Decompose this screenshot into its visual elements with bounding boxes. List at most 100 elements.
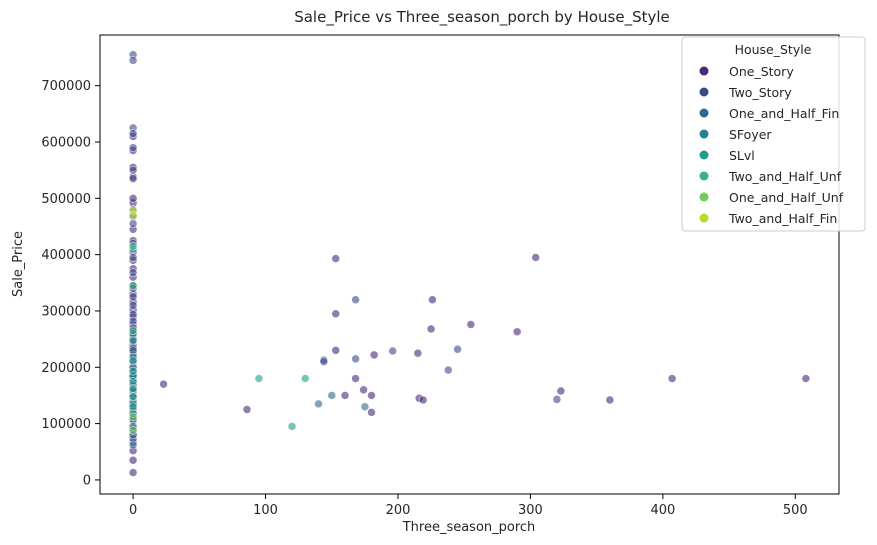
data-point-one-story [367,408,376,417]
data-point-two-story [388,346,397,356]
data-point-two-story [128,292,138,302]
data-point-two-story [128,253,138,262]
data-point-two-and-half-unf [128,281,138,290]
y-tick-label: 700000 [41,79,91,94]
data-point-slvl [287,422,297,431]
legend-label: SFoyer [729,127,772,142]
y-tick-label: 0 [83,473,91,488]
legend-label: One_Story [729,64,794,79]
x-axis-label: Three_season_porch [402,520,536,535]
y-tick-label: 200000 [41,361,91,376]
y-tick-label: 500000 [41,192,91,207]
data-point-two-story [552,395,562,404]
data-point-two-story [128,219,138,228]
data-point-one-and-half-fin [314,399,323,409]
legend-marker [699,213,709,223]
y-axis-label: Sale_Price [11,231,26,297]
data-point-two-and-half-unf [128,326,138,335]
data-point-two-story [351,354,360,364]
legend: House_Style One_Story Two_Story One_and_Ha… [681,36,866,232]
data-point-one-story [128,468,138,477]
data-point-slvl [128,392,138,401]
legend-label: SLvl [729,148,755,163]
legend-marker [699,192,709,202]
legend-box [681,36,866,232]
data-point-one-story [512,327,522,337]
data-point-two-story [444,365,453,375]
data-point-one-story [413,348,423,358]
y-axis-ticks: 0 100000 200000 300000 400000 500000 600000 700… [41,79,100,488]
data-point-one-story [242,405,252,414]
data-point-two-story [453,344,462,354]
plot-area: 0 100 200 300 400 500 0 100000 200000 300000 4000… [41,34,840,518]
data-point-one-and-half-fin [128,440,138,450]
x-tick-label: 400 [650,503,675,518]
data-point-two-story [319,357,329,366]
legend-label: One_and_Half_Unf [729,190,844,205]
data-point-slvl [128,402,138,412]
data-point-one-story [340,391,350,400]
data-point-one-story [466,320,476,329]
data-point-one-story [367,391,376,400]
x-tick-label: 200 [386,503,411,518]
y-tick-label: 600000 [41,136,91,151]
y-tick-label: 400000 [41,248,91,263]
data-point-one-story [531,253,541,262]
plot-frame [99,34,840,495]
data-point-two-story [128,143,138,152]
data-point-one-story [331,309,341,319]
legend-title: House_Style [735,42,812,57]
legend-marker [699,171,709,181]
data-point-one-story [359,385,368,395]
legend-items: One_Story Two_Story One_and_Half_Fin SFoyer… [699,64,844,226]
data-point-two-story [351,295,360,304]
data-point-one-story [428,295,437,304]
data-point-one-and-half-unf [128,426,138,435]
data-point-one-and-half-fin [327,391,337,400]
data-point-one-story [426,324,436,334]
data-point-one-and-half-fin [360,402,370,412]
x-axis-ticks: 0 100 200 300 400 500 [129,494,808,518]
data-point-slvl [128,366,138,376]
x-tick-label: 100 [253,503,278,518]
legend-label: One_and_Half_Fin [729,106,839,121]
data-point-slvl [128,377,138,386]
legend-label: Two_and_Half_Unf [728,169,842,184]
data-point-two-story [128,268,138,277]
data-point-two-and-half-unf [128,241,138,251]
x-tick-label: 0 [129,503,137,518]
x-tick-label: 300 [518,503,543,518]
legend-marker [699,129,709,139]
data-point-slvl [254,374,264,383]
data-point-slvl [128,356,138,365]
legend-marker [699,150,709,160]
data-point-one-story [331,346,341,355]
data-point-two-and-half-fin [128,210,138,220]
legend-label: Two_Story [728,85,792,100]
data-points [128,50,811,477]
data-point-slvl [300,374,310,383]
data-point-one-story [331,254,341,263]
data-point-one-story [801,374,811,383]
data-point-two-story [128,56,138,65]
x-tick-label: 500 [783,503,808,518]
data-point-two-story [128,174,138,183]
legend-marker [699,87,709,97]
data-point-slvl [128,335,138,345]
data-point-one-story [351,374,360,383]
data-point-one-story [418,395,428,405]
data-point-two-story [128,165,138,175]
data-point-two-story [128,129,138,138]
data-point-one-story [667,374,677,383]
data-point-two-story [128,301,138,310]
data-point-one-story [128,455,138,465]
legend-label: Two_and_Half_Fin [728,211,837,226]
legend-marker [699,108,709,118]
legend-marker [699,66,709,76]
data-point-one-and-half-unf [128,412,138,422]
data-point-one-story [605,395,615,405]
data-point-one-story [556,386,566,396]
chart-title: Sale_Price vs Three_season_porch by Hous… [294,8,670,27]
data-point-one-story [369,350,379,360]
data-point-one-story [159,379,168,389]
